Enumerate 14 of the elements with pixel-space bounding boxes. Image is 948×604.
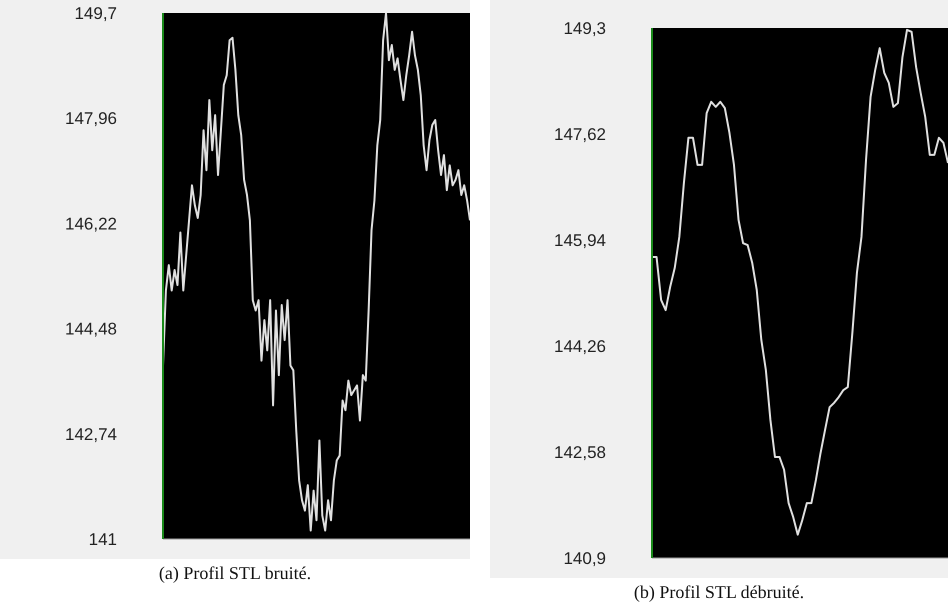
y-tick-label: 144,48 — [65, 320, 117, 339]
y-tick-label: 142,58 — [554, 443, 606, 462]
y-tick-label: 142,74 — [65, 424, 117, 444]
y-tick-label: 149,3 — [563, 19, 606, 38]
y-tick-label: 147,96 — [65, 109, 117, 128]
y-tick-label: 147,62 — [554, 125, 606, 144]
y-tick-label: 144,26 — [554, 337, 606, 356]
text: (b) Profil STL débruité. — [632, 582, 806, 603]
y-tick-label: 141 — [88, 530, 117, 550]
y-tick-label: 149,7 — [74, 4, 117, 24]
text: (a) Profil STL bruité. — [158, 563, 312, 584]
y-tick-label: 145,94 — [554, 231, 606, 250]
y-tick-label: 146,22 — [65, 214, 117, 234]
y-tick-label: 140,9 — [563, 549, 606, 568]
